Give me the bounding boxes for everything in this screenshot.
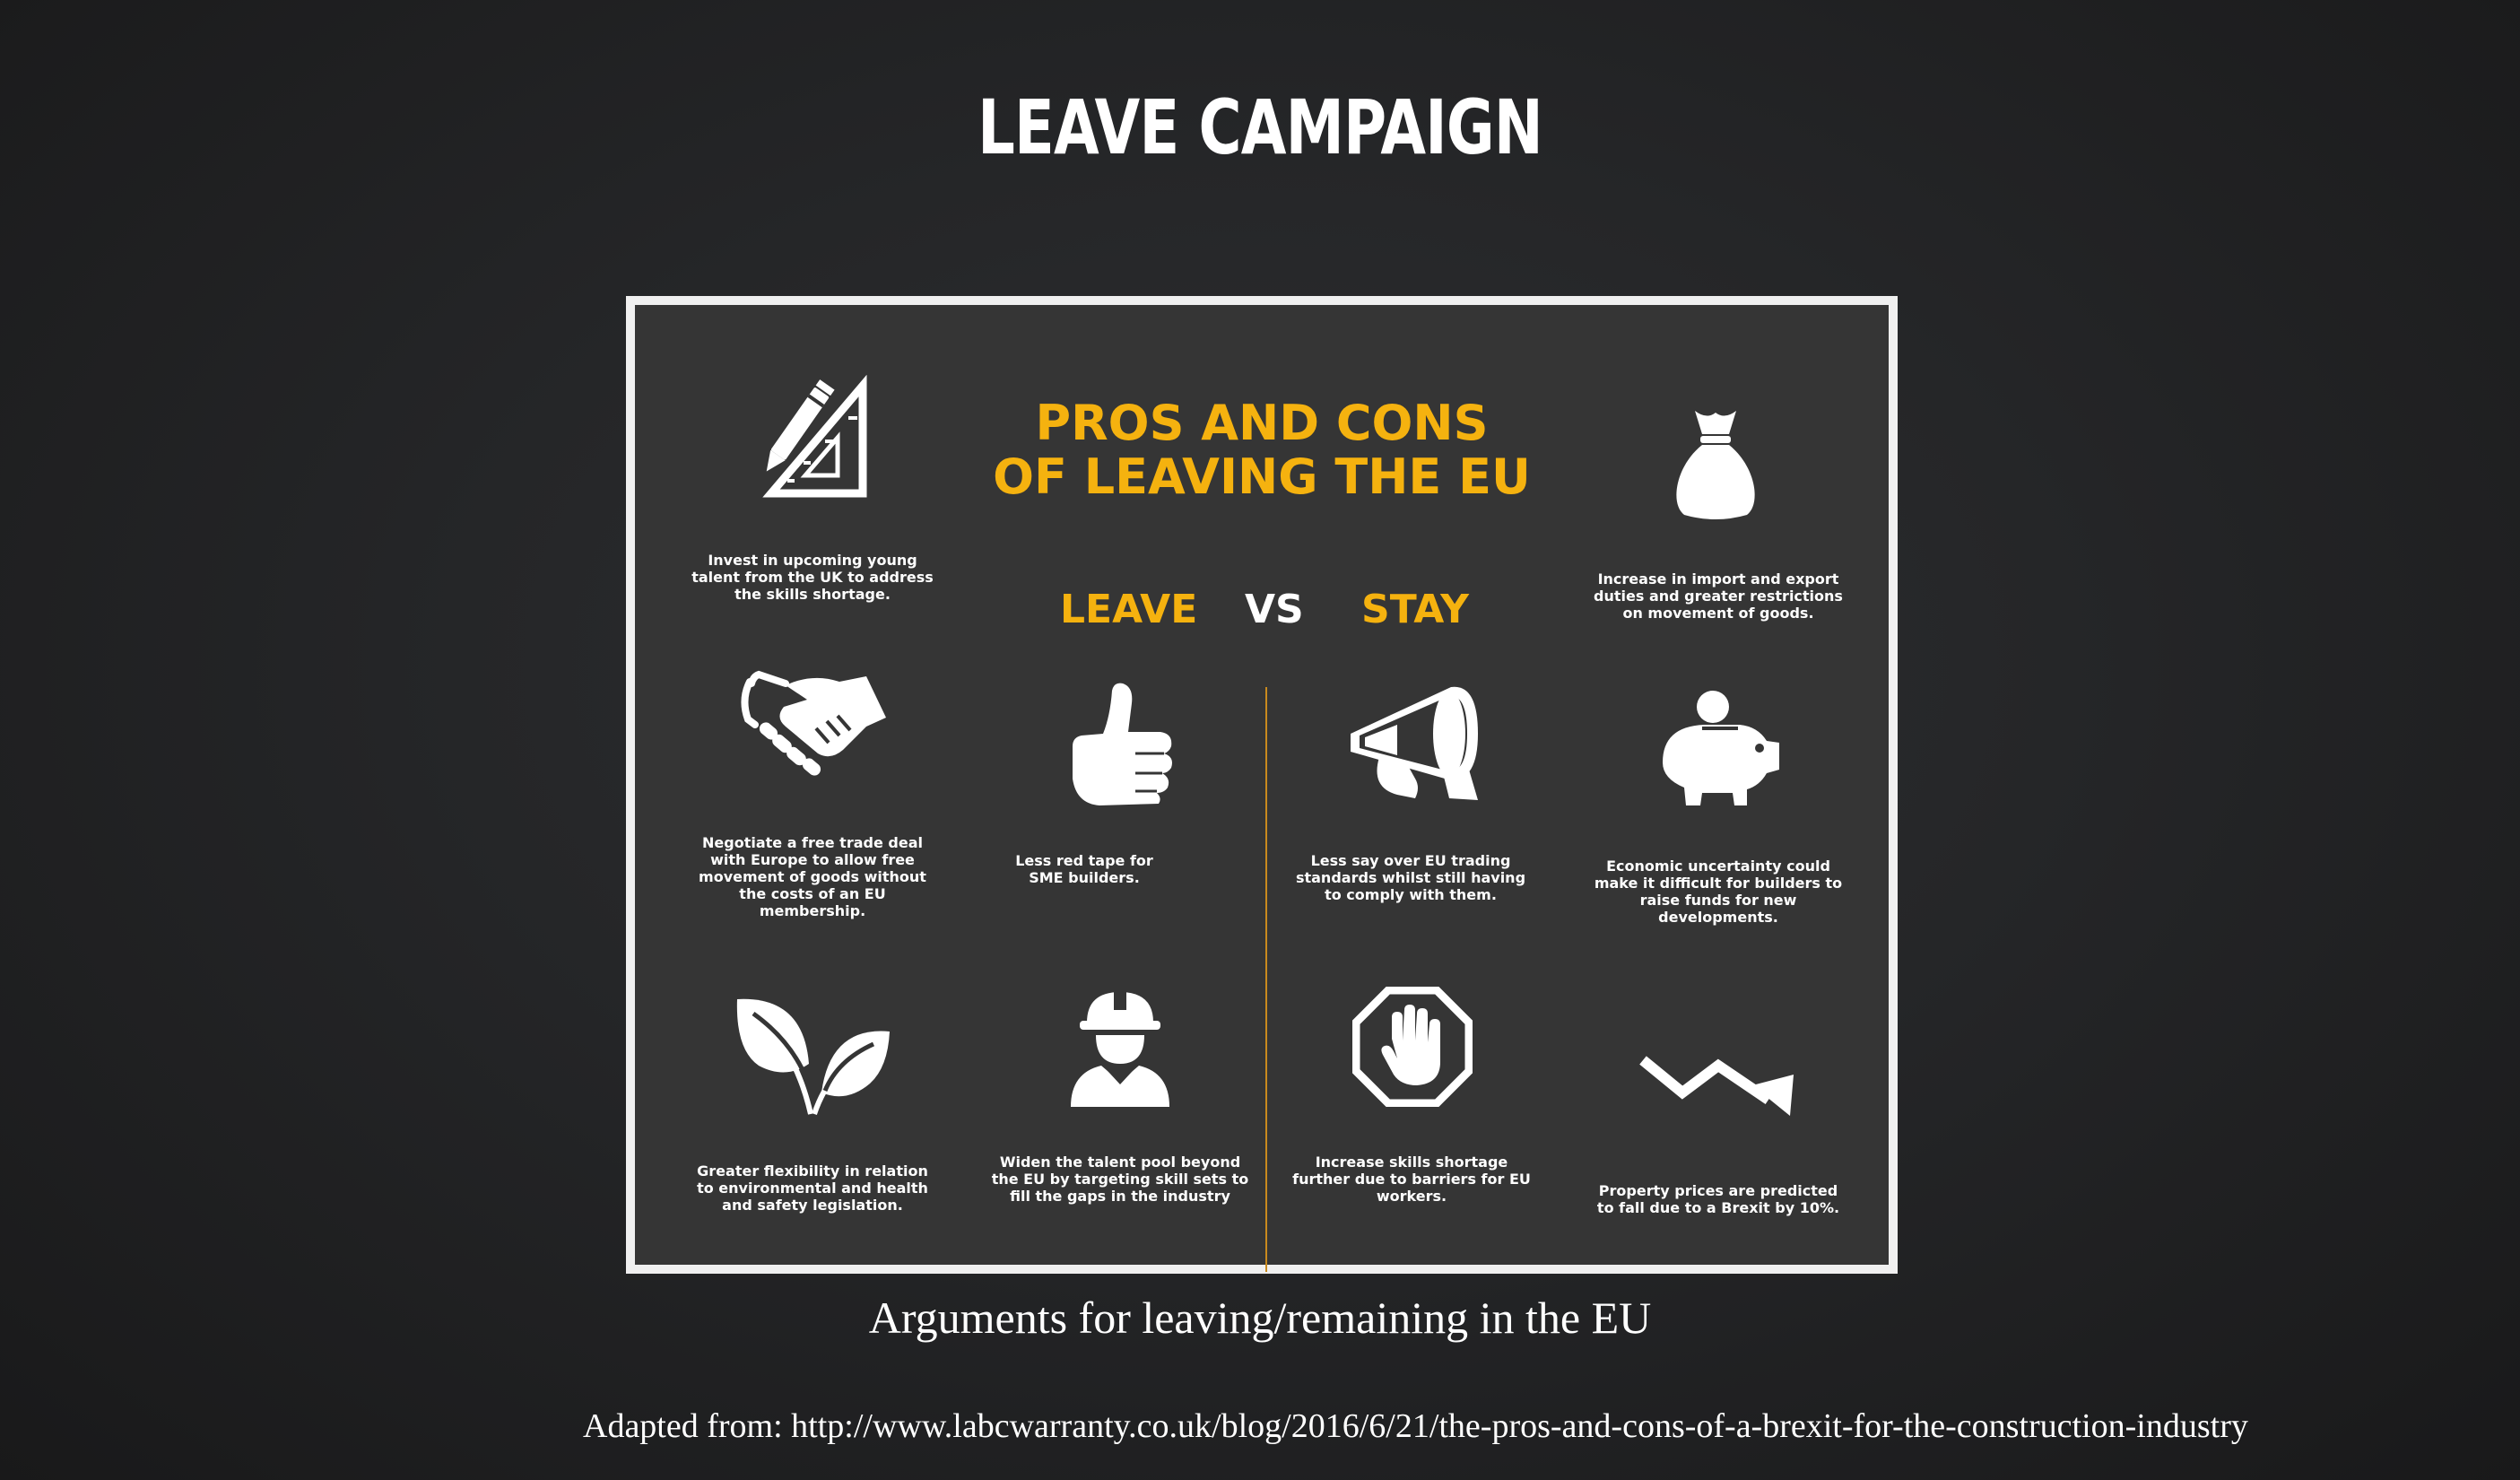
piggy-bank-icon	[1654, 689, 1785, 809]
money-bag-icon	[1666, 404, 1765, 520]
vs-label: VS	[1245, 587, 1304, 632]
leaves-icon	[732, 994, 893, 1119]
construction-worker-icon	[1065, 987, 1175, 1109]
item-caption: Invest in upcoming young talent from the…	[691, 552, 934, 603]
item-caption: Less say over EU trading standards whils…	[1295, 852, 1526, 903]
megaphone-icon	[1343, 680, 1487, 804]
infographic-title-line2: OF LEAVING THE EU	[993, 448, 1531, 505]
figure-caption: Arguments for leaving/remaining in the E…	[868, 1293, 1652, 1343]
item-caption: Property prices are predicted to fall du…	[1596, 1182, 1840, 1216]
infographic-title: PROS AND CONS OF LEAVING THE EU	[635, 396, 1889, 504]
stay-label: STAY	[1361, 587, 1469, 632]
source-note: Adapted from: http://www.labcwarranty.co…	[583, 1407, 2248, 1445]
pencil-ruler-icon	[752, 375, 868, 499]
infographic-title-line1: PROS AND CONS	[1035, 395, 1489, 451]
infographic: PROS AND CONS OF LEAVING THE EU LEAVE VS…	[626, 296, 1898, 1274]
item-caption: Less red tape for SME builders.	[1015, 852, 1153, 886]
handshake-icon	[732, 664, 893, 789]
trend-down-arrow-icon	[1638, 1046, 1795, 1118]
stop-hand-icon	[1352, 987, 1473, 1107]
center-divider	[1265, 687, 1267, 1272]
item-caption: Increase in import and export duties and…	[1594, 570, 1843, 622]
leave-label: LEAVE	[1060, 587, 1198, 632]
item-caption: Greater flexibility in relation to envir…	[697, 1162, 928, 1214]
item-caption: Widen the talent pool beyond the EU by t…	[991, 1154, 1249, 1205]
item-caption: Negotiate a free trade deal with Europe …	[699, 834, 926, 919]
item-caption: Increase skills shortage further due to …	[1292, 1154, 1531, 1205]
item-caption: Economic uncertainty could make it diffi…	[1594, 858, 1843, 926]
slide-title: LEAVE CAMPAIGN	[978, 83, 1543, 171]
thumbs-up-icon	[1064, 680, 1177, 807]
